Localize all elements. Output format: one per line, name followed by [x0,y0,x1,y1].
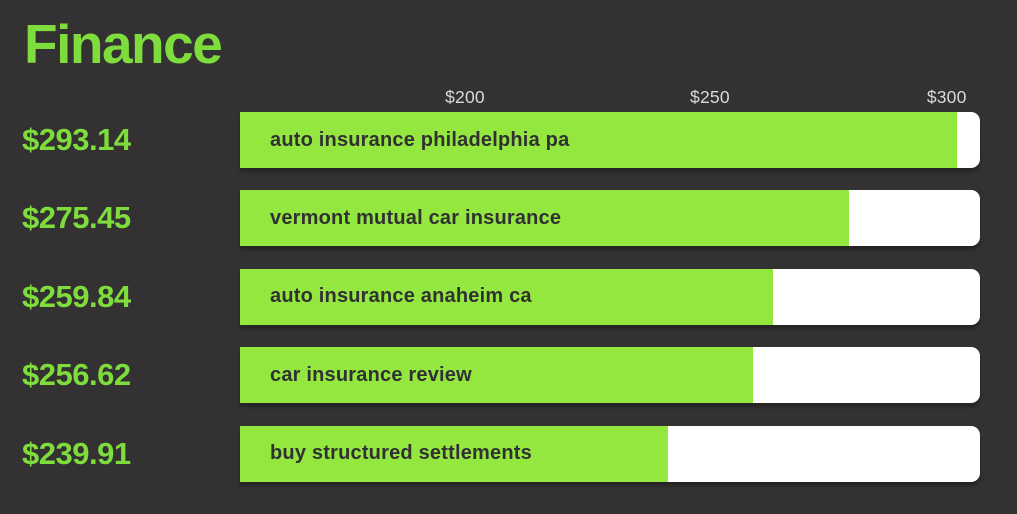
bar-row: $259.84 auto insurance anaheim ca [0,268,1017,325]
x-axis: $200 $250 $300 [240,84,980,111]
value-label: $293.14 [22,122,131,157]
bar-row: $256.62 car insurance review [0,347,1017,404]
keyword-label: auto insurance anaheim ca [270,285,532,308]
bar-fill: auto insurance philadelphia pa [240,112,958,168]
value-label: $239.91 [22,435,131,471]
bar-fill: vermont mutual car insurance [240,190,850,247]
bar-fill: car insurance review [240,347,753,404]
keyword-label: auto insurance philadelphia pa [270,128,570,151]
value-label: $275.45 [22,200,131,236]
bar-track: vermont mutual car insurance [240,190,980,247]
keyword-label: car insurance review [270,363,472,386]
axis-tick-200: $200 [445,87,485,107]
bar-fill: buy structured settlements [240,425,669,482]
bar-rows: $293.14 auto insurance philadelphia pa $… [0,112,1017,482]
keyword-label: buy structured settlements [270,442,532,465]
bar-track: car insurance review [240,347,980,404]
bar-track: auto insurance philadelphia pa [240,112,980,168]
value-label: $256.62 [22,357,131,393]
bar-row: $275.45 vermont mutual car insurance [0,190,1017,247]
axis-tick-300: $300 [926,87,967,107]
keyword-label: vermont mutual car insurance [270,206,562,229]
bar-fill: auto insurance anaheim ca [240,268,773,325]
bar-row: $239.91 buy structured settlements [0,425,1017,482]
bar-track: auto insurance anaheim ca [240,268,980,325]
axis-tick-250: $250 [690,87,730,107]
bar-track: buy structured settlements [240,425,980,482]
page-title: Finance [24,13,223,75]
value-label: $259.84 [22,278,131,314]
bar-row: $293.14 auto insurance philadelphia pa [0,112,1017,168]
